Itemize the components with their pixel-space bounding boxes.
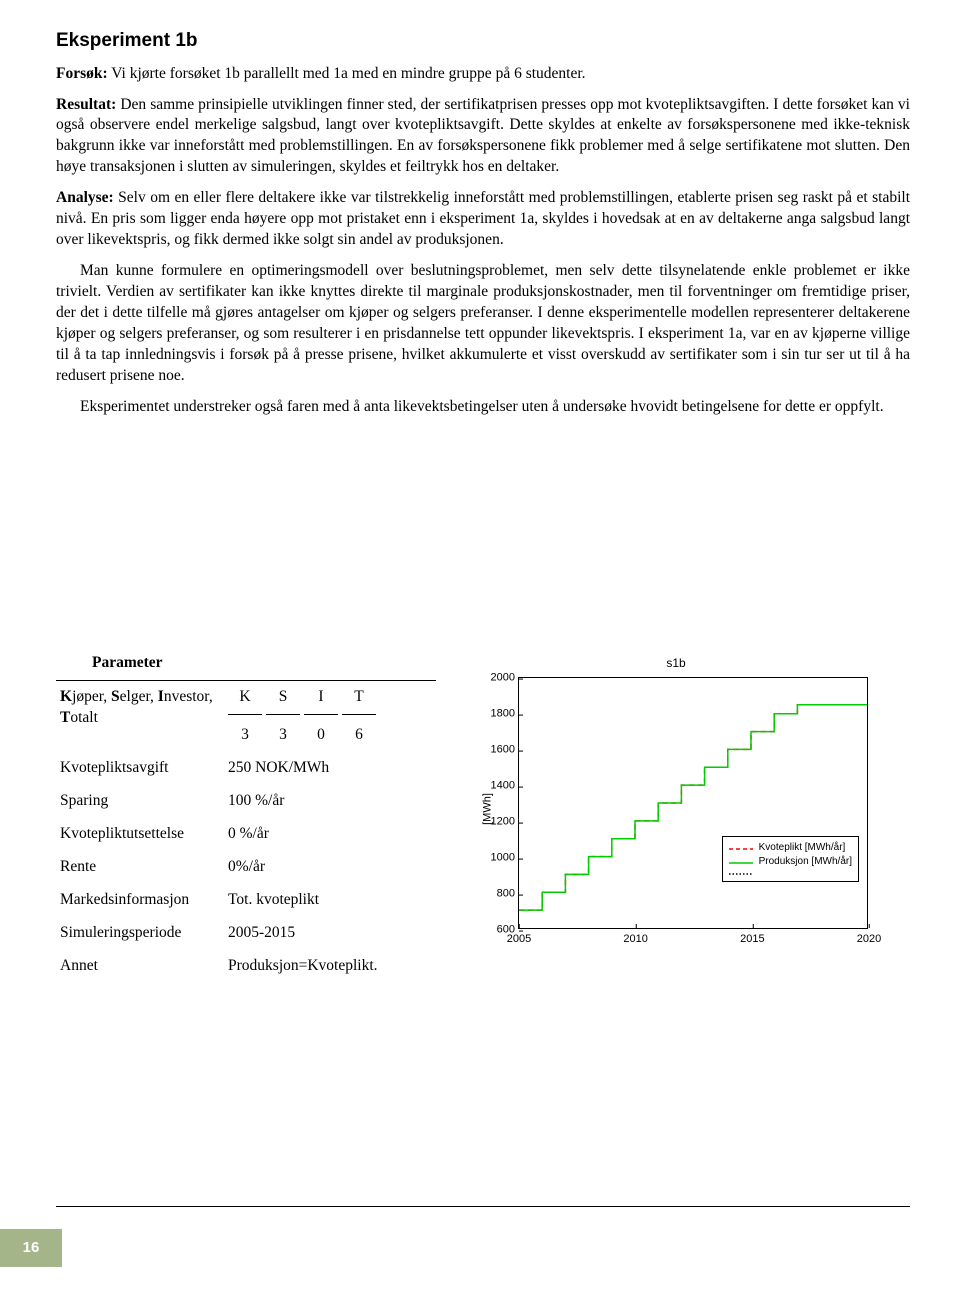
analyse-text: Selv om en eller flere deltakere ikke va… (56, 189, 910, 248)
chart-svg (519, 678, 867, 928)
ksit-header: I (304, 687, 338, 715)
chart-xtick: 2005 (507, 928, 531, 947)
param-label: Annet (56, 950, 224, 983)
chart-xtick: 2010 (623, 928, 647, 947)
ksit-value: 0 (304, 721, 338, 746)
legend-item (729, 869, 852, 877)
resultat-paragraph: Resultat: Den samme prinsipielle utvikli… (56, 95, 910, 179)
footer-rule (56, 1206, 910, 1207)
forsok-text: Vi kjørte forsøket 1b parallellt med 1a … (108, 65, 586, 82)
page-heading: Eksperiment 1b (56, 28, 910, 54)
resultat-label: Resultat: (56, 96, 116, 113)
table-row: Sparing 100 %/år (56, 785, 436, 818)
param-label: Rente (56, 851, 224, 884)
table-row: Kjøper, Selger, Investor, Totalt KSIT330… (56, 681, 436, 752)
param-value: 2005-2015 (224, 917, 436, 950)
table-row: Simuleringsperiode 2005-2015 (56, 917, 436, 950)
legend-item: Kvoteplikt [MWh/år] (729, 841, 852, 855)
parameter-section: Parameter Kjøper, Selger, Investor, Tota… (56, 647, 910, 982)
param-label: Kvotepliktutsettelse (56, 818, 224, 851)
param-value: Produksjon=Kvoteplikt. (224, 950, 436, 983)
legend-swatch (729, 869, 753, 877)
chart-ytick: 1200 (477, 815, 519, 830)
table-row: Kvotepliktsavgift 250 NOK/MWh (56, 752, 436, 785)
paragraph-5: Eksperimentet understreker også faren me… (56, 397, 910, 418)
chart-xtick: 2020 (857, 928, 881, 947)
table-row: Rente 0%/år (56, 851, 436, 884)
table-row: Kvotepliktutsettelse 0 %/år (56, 818, 436, 851)
ksit-header: S (266, 687, 300, 715)
chart-xtick: 2015 (740, 928, 764, 947)
parameter-heading: Parameter (56, 647, 436, 680)
ksit-header: K (228, 687, 262, 715)
chart-ytick: 1600 (477, 743, 519, 758)
chart-s1b: s1b [MWh] Kvoteplikt [MWh/år]Produksjon … (466, 659, 886, 959)
parameter-table: Kjøper, Selger, Investor, Totalt KSIT330… (56, 680, 436, 982)
param-label: Simuleringsperiode (56, 917, 224, 950)
ksit-values: KSIT3306 (224, 681, 436, 752)
table-row: Annet Produksjon=Kvoteplikt. (56, 950, 436, 983)
ksit-label: Kjøper, Selger, Investor, Totalt (56, 681, 224, 752)
chart-ytick: 800 (477, 887, 519, 902)
chart-title: s1b (466, 655, 886, 671)
forsok-label: Forsøk: (56, 65, 108, 82)
param-value: 0 %/år (224, 818, 436, 851)
param-value: 0%/år (224, 851, 436, 884)
chart-ytick: 1400 (477, 779, 519, 794)
legend-label: Kvoteplikt [MWh/år] (759, 841, 846, 855)
resultat-text: Den samme prinsipielle utviklingen finne… (56, 96, 910, 176)
chart-ytick: 1000 (477, 851, 519, 866)
legend-swatch (729, 844, 753, 852)
chart-legend: Kvoteplikt [MWh/år]Produksjon [MWh/år] (722, 836, 859, 882)
chart-ytick: 1800 (477, 707, 519, 722)
chart-plot-area: Kvoteplikt [MWh/år]Produksjon [MWh/år] 6… (518, 677, 868, 929)
page-number: 16 (23, 1238, 40, 1258)
ksit-value: 3 (228, 721, 262, 746)
legend-label: Produksjon [MWh/år] (759, 855, 852, 869)
param-value: Tot. kvoteplikt (224, 884, 436, 917)
ksit-header: T (342, 687, 376, 715)
forsok-paragraph: Forsøk: Vi kjørte forsøket 1b parallellt… (56, 64, 910, 85)
table-row: Markedsinformasjon Tot. kvoteplikt (56, 884, 436, 917)
chart-ytick: 2000 (477, 671, 519, 686)
paragraph-4: Man kunne formulere en optimeringsmodell… (56, 261, 910, 387)
ksit-value: 6 (342, 721, 376, 746)
param-label: Sparing (56, 785, 224, 818)
analyse-paragraph: Analyse: Selv om en eller flere deltaker… (56, 188, 910, 251)
param-value: 250 NOK/MWh (224, 752, 436, 785)
legend-item: Produksjon [MWh/år] (729, 855, 852, 869)
parameter-table-wrapper: Parameter Kjøper, Selger, Investor, Tota… (56, 647, 436, 982)
ksit-value: 3 (266, 721, 300, 746)
page-number-box: 16 (0, 1229, 62, 1267)
analyse-label: Analyse: (56, 189, 114, 206)
param-label: Markedsinformasjon (56, 884, 224, 917)
param-value: 100 %/år (224, 785, 436, 818)
legend-swatch (729, 858, 753, 866)
param-label: Kvotepliktsavgift (56, 752, 224, 785)
